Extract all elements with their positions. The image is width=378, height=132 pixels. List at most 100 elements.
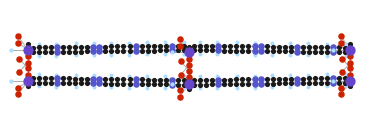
Point xyxy=(318,77,324,79)
Point xyxy=(221,79,227,81)
Point xyxy=(342,81,349,84)
Point xyxy=(324,43,330,45)
Point xyxy=(78,82,84,84)
Point xyxy=(197,75,203,77)
Point xyxy=(330,51,336,53)
Point xyxy=(263,78,270,80)
Point xyxy=(347,43,353,45)
Point xyxy=(342,43,349,45)
Point xyxy=(53,55,59,57)
Point xyxy=(42,82,48,84)
Point xyxy=(233,83,239,85)
Point xyxy=(42,46,48,48)
Point xyxy=(214,53,220,55)
Point xyxy=(169,84,175,86)
Point xyxy=(72,82,78,84)
Point xyxy=(133,50,139,52)
Point xyxy=(66,77,72,79)
Point xyxy=(42,77,48,79)
Point xyxy=(84,78,90,80)
Point xyxy=(163,79,169,81)
Point xyxy=(338,87,344,89)
Point xyxy=(257,50,263,52)
Point xyxy=(234,87,240,89)
Point xyxy=(186,58,192,60)
Point xyxy=(175,45,181,47)
Point xyxy=(25,85,31,88)
Point xyxy=(252,74,258,77)
Point xyxy=(91,54,97,56)
Point xyxy=(53,86,59,88)
Point xyxy=(102,78,108,80)
Point xyxy=(191,79,197,81)
Point xyxy=(239,78,245,81)
Point xyxy=(282,78,288,80)
Point xyxy=(72,77,78,80)
Point xyxy=(215,83,221,85)
Point xyxy=(251,45,257,47)
Point xyxy=(48,46,54,48)
Point xyxy=(214,41,220,43)
Point xyxy=(84,50,90,53)
Point xyxy=(209,45,215,47)
Point xyxy=(29,81,36,84)
Point xyxy=(139,45,145,47)
Point xyxy=(121,45,127,47)
Point xyxy=(197,87,203,89)
Point xyxy=(347,74,353,76)
Point xyxy=(336,46,342,48)
Point xyxy=(163,49,169,51)
Point xyxy=(234,41,240,43)
Point xyxy=(72,46,78,48)
Point xyxy=(342,51,349,53)
Point xyxy=(214,75,220,77)
Point xyxy=(294,50,300,53)
Point xyxy=(203,45,209,47)
Point xyxy=(342,73,349,75)
Point xyxy=(186,83,192,85)
Point xyxy=(108,45,115,48)
Point xyxy=(197,45,203,47)
Point xyxy=(54,51,60,53)
Point xyxy=(221,83,227,85)
Point xyxy=(347,85,353,88)
Point xyxy=(108,83,115,85)
Point xyxy=(287,74,293,76)
Point xyxy=(186,88,192,90)
Point xyxy=(197,53,203,55)
Point xyxy=(78,77,84,80)
Point xyxy=(338,35,344,37)
Point xyxy=(338,42,344,44)
Point xyxy=(108,86,114,88)
Point xyxy=(163,83,169,86)
Point xyxy=(25,48,31,51)
Point xyxy=(78,50,84,53)
Point xyxy=(175,49,181,51)
Point xyxy=(245,50,251,52)
Point xyxy=(163,45,169,47)
Point xyxy=(169,83,175,85)
Point xyxy=(15,35,21,37)
Point xyxy=(29,46,36,49)
Point xyxy=(312,77,318,79)
Point xyxy=(227,45,233,47)
Point xyxy=(214,87,220,89)
Point xyxy=(288,78,294,80)
Point xyxy=(163,53,169,55)
Point xyxy=(330,46,336,48)
Point xyxy=(157,45,163,47)
Point xyxy=(25,74,31,76)
Point xyxy=(270,50,276,52)
Point xyxy=(36,82,42,84)
Point xyxy=(245,83,251,85)
Point xyxy=(324,46,330,48)
Point xyxy=(209,83,215,86)
Point xyxy=(151,79,157,81)
Point xyxy=(91,86,97,88)
Point xyxy=(269,86,275,88)
Point xyxy=(96,78,102,80)
Point xyxy=(169,79,175,81)
Point xyxy=(215,49,221,51)
Point xyxy=(306,82,312,84)
Point xyxy=(36,46,42,48)
